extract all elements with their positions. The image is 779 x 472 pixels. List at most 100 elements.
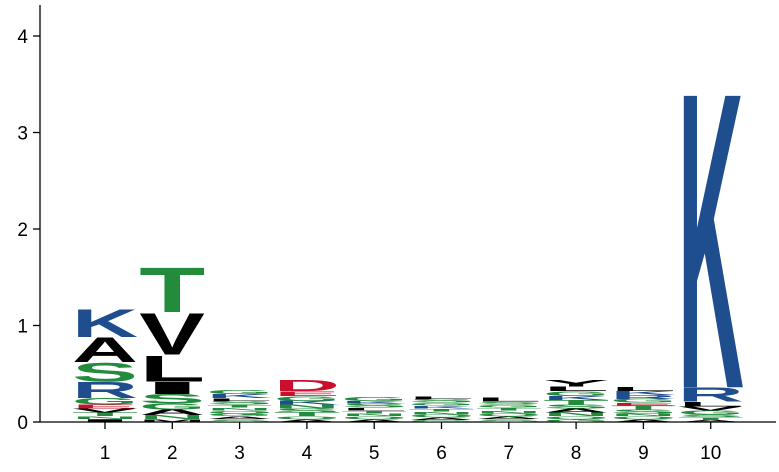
letter-G-pos-1: G [72, 396, 138, 407]
letter-G-pos-3: G [207, 389, 273, 395]
x-tick-label: 3 [234, 443, 245, 464]
letter-E-pos-4: E [274, 390, 340, 397]
letter-E-pos-1: E [72, 404, 138, 410]
letter-T-pos-10: T [678, 416, 744, 420]
letter-N-pos-1: N [72, 415, 138, 420]
x-tick-label: 6 [436, 443, 447, 464]
letter-T-pos-4: T [274, 411, 340, 417]
letter-Q-pos-7: Q [476, 413, 542, 417]
letter-G-pos-3: G [207, 413, 273, 417]
letter-A-pos-3: A [207, 415, 273, 420]
x-tick-label: 9 [638, 443, 649, 464]
letter-T-pos-7: T [476, 407, 542, 411]
x-tick-label: 10 [700, 443, 721, 464]
letter-N-pos-4: N [274, 404, 340, 410]
letter-K-pos-9: K [610, 390, 676, 396]
letter-L-pos-5: L [341, 407, 407, 411]
x-tick-label: 2 [167, 443, 178, 464]
y-tick-label: 4 [17, 27, 28, 48]
letter-T-pos-8: T [543, 399, 609, 406]
letter-G-pos-2: G [139, 402, 205, 411]
letter-S-pos-2: S [139, 392, 205, 407]
letter-N-pos-9: N [610, 413, 676, 418]
letter-S-pos-10: S [678, 414, 744, 418]
letter-A-pos-5: A [341, 418, 407, 423]
letter-N-pos-2: N [139, 414, 205, 420]
x-tick-label: 1 [100, 443, 111, 464]
letter-R-pos-9: R [610, 394, 676, 400]
letter-M-pos-2: M [139, 418, 205, 423]
letter-G-pos-8: G [543, 390, 609, 397]
letter-T-pos-2: T [139, 254, 205, 326]
letter-T-pos-5: T [341, 410, 407, 414]
letter-Q-pos-3: Q [207, 410, 273, 414]
x-tick-label: 4 [302, 443, 313, 464]
letter-Q-pos-9: Q [610, 415, 676, 419]
letter-N-pos-3: N [207, 407, 273, 412]
letter-Y-pos-8: Y [543, 378, 609, 389]
letter-I-pos-1: I [72, 418, 138, 423]
letter-S-pos-6: S [409, 398, 475, 404]
letter-V-pos-2: V [139, 302, 205, 367]
letter-N-pos-6: N [409, 411, 475, 416]
letter-S-pos-4: S [274, 408, 340, 414]
letter-K-pos-6: K [409, 405, 475, 410]
letter-Q-pos-6: Q [409, 414, 475, 418]
letter-S-pos-1: S [72, 357, 138, 387]
letter-G-pos-7: G [476, 404, 542, 408]
letter-S-pos-3: S [207, 418, 273, 422]
letter-A-pos-9: A [610, 418, 676, 423]
letter-L-pos-8: L [543, 385, 609, 392]
letter-A-pos-10: A [678, 420, 744, 423]
letter-stacks: INTVEGRSAKMNAGSILVTSAGQNTSLKGAQTSNKGEDAQ… [72, 4, 744, 472]
letter-L-pos-6: L [409, 395, 475, 399]
letter-S-pos-5: S [341, 403, 407, 409]
letter-G-pos-9: G [610, 398, 676, 404]
letter-L-pos-2: L [139, 348, 205, 390]
y-tick-label: 2 [17, 220, 28, 241]
letter-N-pos-5: N [341, 413, 407, 418]
letter-D-pos-4: D [274, 377, 340, 395]
x-tick-label: 5 [369, 443, 380, 464]
y-tick-label: 0 [17, 413, 28, 434]
letter-K-pos-10: K [678, 4, 744, 472]
y-tick-label: 3 [17, 124, 28, 145]
letter-V-pos-10: V [678, 406, 744, 412]
letter-A-pos-6: A [409, 416, 475, 421]
letter-R-pos-10: R [678, 384, 744, 406]
letter-S-pos-7: S [476, 401, 542, 405]
letter-N-pos-8: N [543, 411, 609, 417]
letter-L-pos-10: L [678, 401, 744, 408]
x-tick-label: 8 [571, 443, 582, 464]
letter-T-pos-9: T [610, 405, 676, 411]
letter-K-pos-4: K [274, 400, 340, 406]
letter-R-pos-1: R [72, 378, 138, 403]
letter-L-pos-3: L [207, 397, 273, 401]
letter-G-pos-8: G [543, 418, 609, 422]
letter-Q-pos-5: Q [341, 415, 407, 419]
letter-T-pos-3: T [207, 404, 273, 408]
letter-Q-pos-4: Q [274, 415, 340, 419]
letter-S-pos-8: S [543, 404, 609, 410]
letter-A-pos-1: A [72, 330, 138, 369]
letter-G-pos-6: G [409, 402, 475, 406]
letter-A-pos-8: A [543, 407, 609, 413]
letter-G-pos-10: G [678, 409, 744, 415]
letter-A-pos-4: A [274, 418, 340, 423]
letter-T-pos-1: T [72, 411, 138, 417]
x-tick-label: 7 [504, 443, 515, 464]
letter-L-pos-9: L [610, 386, 676, 392]
y-tick-label: 1 [17, 317, 28, 338]
letter-N-pos-7: N [476, 410, 542, 415]
